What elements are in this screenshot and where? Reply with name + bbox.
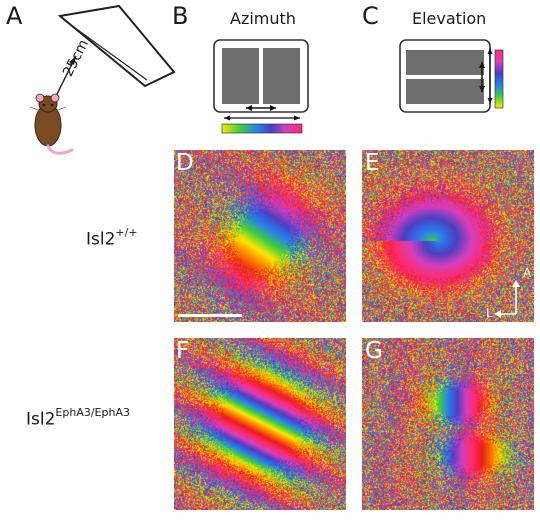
panel-a-label: A xyxy=(6,2,23,30)
panel-e-label: E xyxy=(365,150,380,176)
panel-b-label: B xyxy=(172,2,189,30)
elevation-color-key xyxy=(494,49,504,109)
orientation-compass xyxy=(494,280,520,318)
stimulus-monitor-shape xyxy=(57,4,176,88)
azimuth-monitor-diagram xyxy=(213,39,309,134)
genotype-wildtype: Isl2+/+ xyxy=(86,226,138,250)
azimuth-map-wildtype xyxy=(174,150,346,322)
elevation-map-wildtype xyxy=(362,150,534,322)
elevation-map-mutant xyxy=(362,338,534,510)
mouse-tail xyxy=(46,144,74,155)
panel-d-label: D xyxy=(176,150,194,176)
elevation-monitor-diagram xyxy=(399,39,504,113)
compass-anterior-label: A xyxy=(523,266,532,280)
genotype-mutant-base: Isl2 xyxy=(26,409,56,430)
panel-b-title: Azimuth xyxy=(230,9,296,28)
panel-g-label: G xyxy=(365,338,383,364)
panel-f-label: F xyxy=(176,338,190,364)
genotype-wildtype-base: Isl2 xyxy=(86,229,116,250)
scale-bar xyxy=(178,314,242,317)
genotype-wildtype-sup: +/+ xyxy=(115,226,138,239)
genotype-mutant: Isl2EphA3/EphA3 xyxy=(26,406,130,430)
azimuth-color-key xyxy=(221,123,303,134)
compass-lateral-label: L xyxy=(486,306,493,320)
panel-c-label: C xyxy=(362,2,379,30)
genotype-mutant-sup: EphA3/EphA3 xyxy=(55,406,130,419)
mouse-setup-illustration xyxy=(29,4,176,155)
azimuth-map-mutant xyxy=(174,338,346,510)
panel-c-title: Elevation xyxy=(412,9,487,28)
